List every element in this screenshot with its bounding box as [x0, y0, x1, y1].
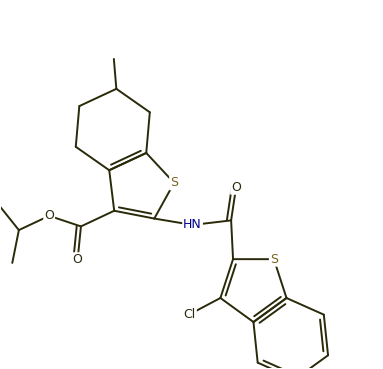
- Text: O: O: [231, 181, 241, 194]
- Text: Cl: Cl: [183, 308, 196, 321]
- Text: O: O: [73, 253, 83, 266]
- Text: S: S: [170, 176, 178, 189]
- Text: O: O: [44, 209, 54, 222]
- Text: S: S: [270, 253, 278, 266]
- Text: HN: HN: [183, 218, 202, 231]
